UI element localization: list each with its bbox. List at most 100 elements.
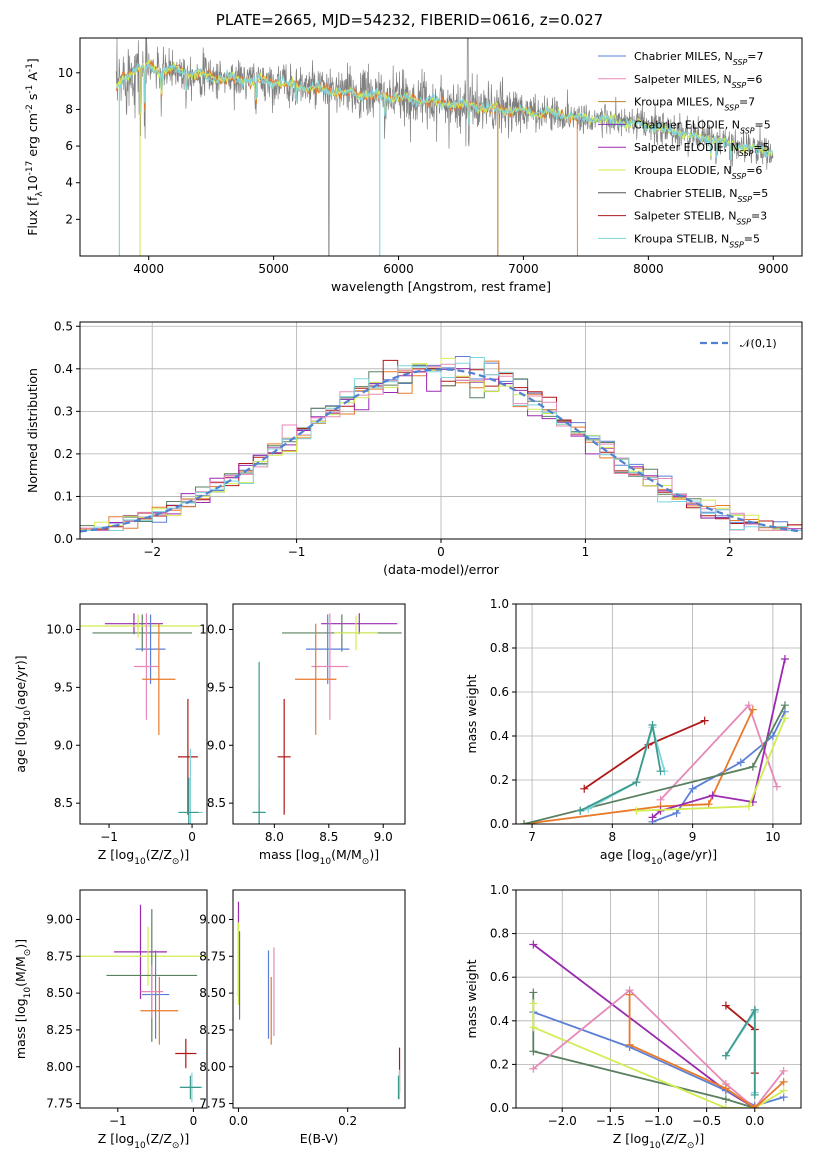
x-axis-label: Z [log10(Z/Z⊙)] — [98, 847, 189, 867]
y-tick-label: 8.00 — [46, 1060, 73, 1074]
x-tick-label: 0 — [437, 545, 445, 559]
panel-mass_vs_ebv: 0.0 0.2 7.75 8.00 8.25 8.50 8.75 9.00 E(B-V) — [199, 889, 406, 1146]
legend-label: Salpeter STELIB, NSSP=3 — [634, 210, 767, 227]
weight-marker — [750, 1005, 759, 1014]
weight-marker — [529, 940, 538, 949]
y-tick-label: 0.2 — [490, 1057, 509, 1071]
x-tick-label: −1.5 — [596, 1114, 625, 1128]
plot-area — [237, 901, 401, 1100]
x-axis-label: Z [log10(Z/Z⊙)] — [98, 1131, 189, 1151]
y-tick-label: 0.8 — [490, 927, 509, 941]
weight-marker — [744, 802, 753, 811]
legend-label: Salpeter MILES, NSSP=6 — [634, 73, 762, 90]
x-tick-label: 7 — [528, 830, 536, 844]
legend-label: Kroupa MILES, NSSP=7 — [634, 96, 755, 113]
weight-marker — [768, 732, 777, 740]
x-tick-label: −0.5 — [692, 1114, 721, 1128]
y-axis-label: Normed distribution — [25, 368, 40, 493]
y-tick-label: 10.0 — [46, 622, 73, 636]
y-tick-label: 0.4 — [490, 1014, 509, 1028]
x-tick-label: 8000 — [633, 262, 664, 276]
y-tick-label: 8.25 — [46, 1023, 73, 1037]
weight-marker — [580, 784, 589, 793]
y-tick-label: 8.00 — [199, 1060, 226, 1074]
y-tick-label: 8.25 — [199, 1023, 226, 1037]
x-tick-label: 0.0 — [745, 1114, 764, 1128]
axes-frame — [515, 889, 802, 1109]
weight-marker — [625, 990, 634, 999]
y-axis-label: age [log10(age/yr)] — [13, 655, 33, 772]
weight-marker — [576, 806, 585, 815]
weight-marker — [779, 1086, 788, 1095]
spectrum-legend: Chabrier MILES, NSSP=7 Salpeter MILES, NS… — [598, 50, 771, 249]
y-tick-label: 0.5 — [54, 319, 73, 333]
x-axis-label: Z [log10(Z/Z⊙)] — [613, 1131, 704, 1151]
x-axis-label: wavelength [Angstrom, rest frame] — [331, 279, 551, 294]
x-tick-label: 8.5 — [319, 830, 338, 844]
y-tick-label: 0.4 — [490, 729, 509, 743]
axes-frame — [232, 889, 406, 1109]
panel-age_vs_Z: −1 0 8.5 9.0 9.5 10.0 Z [log10(Z/Z⊙)] age [log1… — [13, 603, 208, 867]
weight-marker — [648, 813, 657, 822]
legend-label: Chabrier MILES, NSSP=7 — [634, 50, 764, 67]
x-tick-label: −1 — [288, 545, 306, 559]
weight-marker — [529, 999, 538, 1008]
x-tick-label: 10 — [765, 830, 780, 844]
legend-label: Chabrier ELODIE, NSSP=5 — [634, 118, 771, 135]
weight-line — [579, 724, 662, 812]
x-tick-label: 1 — [582, 545, 590, 559]
x-tick-label: 0 — [188, 830, 196, 844]
weight-marker — [632, 806, 641, 815]
x-tick-label: 9 — [689, 830, 697, 844]
weight-marker — [529, 1047, 538, 1056]
y-tick-label: 8.75 — [46, 949, 73, 963]
x-tick-label: −1 — [100, 830, 118, 844]
weight-marker — [704, 800, 713, 809]
y-axis-label: Flux [fλ10-17 erg cm-2 s-1 A-1] — [25, 58, 45, 236]
y-tick-label: 0.0 — [54, 532, 73, 546]
y-tick-label: 8.50 — [46, 986, 73, 1000]
y-tick-label: 8.75 — [199, 949, 226, 963]
weight-marker — [721, 1001, 730, 1010]
axes-frame — [232, 603, 406, 825]
weight-marker — [744, 701, 753, 710]
page-title: PLATE=2665, MJD=54232, FIBERID=0616, z=0… — [215, 11, 604, 29]
legend-label: Kroupa ELODIE, NSSP=6 — [634, 164, 762, 181]
y-axis-label: mass weight — [464, 674, 479, 753]
x-axis-label: (data-model)/error — [383, 562, 500, 577]
weight-marker — [750, 1104, 759, 1108]
weight-marker — [529, 1064, 538, 1073]
weight-marker — [700, 716, 709, 725]
weight-marker — [780, 655, 789, 663]
weight-marker — [780, 701, 789, 710]
y-tick-label: 10 — [58, 66, 73, 80]
plot-area — [520, 655, 789, 824]
x-tick-label: 9000 — [758, 262, 789, 276]
panel-spectrum: 4000 5000 6000 7000 8000 9000 2 4 6 8 10 wavelength… — [25, 37, 803, 294]
x-tick-label: 2 — [726, 545, 734, 559]
weight-marker — [772, 782, 781, 791]
y-tick-label: 9.5 — [54, 680, 73, 694]
weight-marker — [656, 767, 665, 776]
weight-marker — [780, 714, 789, 723]
y-tick-label: 9.5 — [207, 680, 226, 694]
plot-area — [115, 38, 774, 256]
panel-weight_vs_Z: −2.0 −1.5 −1.0 −0.5 0.0 0.0 0.2 0.4 0.6 0.8 1.0 Z [… — [464, 883, 802, 1151]
y-axis-label: mass [log10(M/M⊙)] — [13, 939, 33, 1059]
weight-marker — [632, 778, 641, 787]
weight-marker — [520, 820, 529, 824]
plot-area — [529, 940, 788, 1108]
weight-line — [725, 1009, 756, 1093]
y-tick-label: 9.0 — [54, 738, 73, 752]
legend-label: Salpeter ELODIE, NSSP=5 — [634, 141, 770, 158]
x-tick-label: 4000 — [133, 262, 164, 276]
weight-marker — [736, 758, 745, 767]
axes-frame — [515, 603, 802, 825]
y-tick-label: 9.00 — [199, 912, 226, 926]
x-axis-label: age [log10(age/yr)] — [600, 847, 717, 867]
x-tick-label: 5000 — [258, 262, 289, 276]
y-tick-label: 0.8 — [490, 641, 509, 655]
y-tick-label: 9.0 — [207, 738, 226, 752]
legend-label: Chabrier STELIB, NSSP=5 — [634, 187, 768, 204]
weight-marker — [625, 1040, 634, 1049]
